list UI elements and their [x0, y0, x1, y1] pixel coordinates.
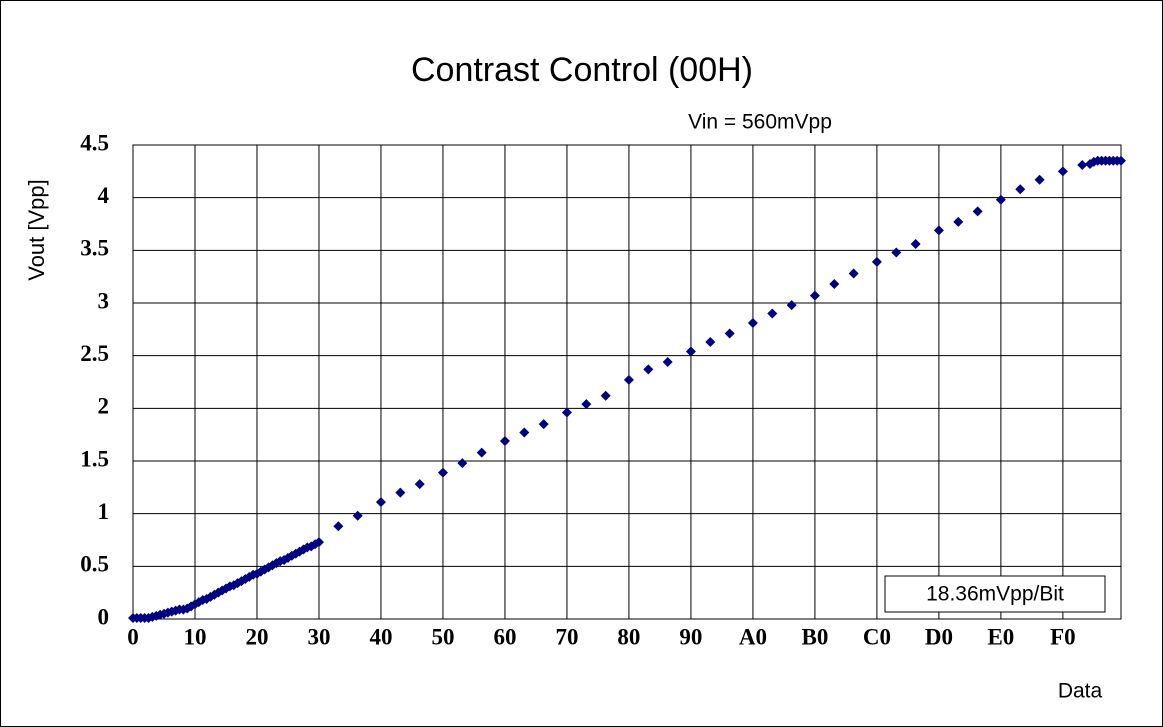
chart-title: Contrast Control (00H) [411, 51, 753, 89]
point [747, 318, 758, 329]
point [643, 364, 654, 375]
x-tick-label: B0 [801, 624, 828, 649]
point [1057, 166, 1068, 177]
point [786, 300, 797, 311]
point [313, 537, 324, 548]
x-tick-label: D0 [925, 624, 953, 649]
x-tick-label: 80 [617, 624, 640, 649]
y-tick-label: 2.5 [80, 341, 109, 366]
point [809, 290, 820, 301]
x-axis-label: Data [1058, 680, 1103, 703]
point [538, 419, 549, 430]
x-tick-label: 70 [555, 624, 578, 649]
y-tick-label: 0 [98, 604, 110, 629]
point [437, 467, 448, 478]
y-tick-label: 1.5 [80, 446, 109, 471]
point [685, 346, 696, 357]
point [848, 268, 859, 279]
x-tick-label: 50 [431, 624, 454, 649]
y-axis-label: Vout [Vpp] [24, 179, 49, 281]
point [972, 206, 983, 217]
point [662, 356, 673, 367]
x-tick-label: 20 [245, 624, 268, 649]
note: 18.36mVpp/Bit [926, 583, 1064, 606]
point [1077, 160, 1088, 171]
point [476, 447, 487, 458]
point [871, 256, 882, 267]
point [767, 308, 778, 319]
x-tick-label: 90 [679, 624, 702, 649]
point [1116, 155, 1126, 166]
x-tick-label: E0 [987, 624, 1014, 649]
point [705, 336, 716, 347]
point [581, 399, 592, 410]
point [414, 479, 425, 490]
x-tick-label: 10 [183, 624, 206, 649]
point [995, 194, 1006, 205]
point [933, 225, 944, 236]
x-tick-label: 30 [307, 624, 330, 649]
point [891, 247, 902, 258]
point [829, 279, 840, 290]
point [375, 497, 386, 508]
note-box [884, 575, 1106, 613]
point [953, 216, 964, 227]
y-tick-label: 3 [98, 288, 110, 313]
y-tick-label: 4.5 [80, 130, 109, 155]
y-tick-label: 0.5 [80, 552, 109, 577]
y-tick-label: 3.5 [80, 236, 109, 261]
point [910, 239, 921, 250]
x-tick-label: C0 [863, 624, 891, 649]
point [457, 458, 468, 469]
point [333, 521, 344, 532]
y-tick-label: 1 [98, 499, 110, 524]
point [352, 510, 363, 521]
point [499, 435, 510, 446]
point [561, 407, 572, 418]
annotation: Vin = 560mVpp [688, 111, 832, 134]
point [724, 328, 735, 339]
x-tick-label: F0 [1050, 624, 1076, 649]
x-tick-label: A0 [739, 624, 767, 649]
point [395, 487, 406, 498]
x-tick-label: 0 [127, 624, 139, 649]
point [1034, 174, 1045, 185]
point [519, 427, 530, 438]
point [1015, 184, 1026, 195]
x-tick-label: 60 [493, 624, 516, 649]
x-tick-label: 40 [369, 624, 392, 649]
y-tick-label: 2 [98, 394, 110, 419]
point [623, 374, 634, 385]
point [600, 390, 611, 401]
y-tick-label: 4 [98, 183, 110, 208]
